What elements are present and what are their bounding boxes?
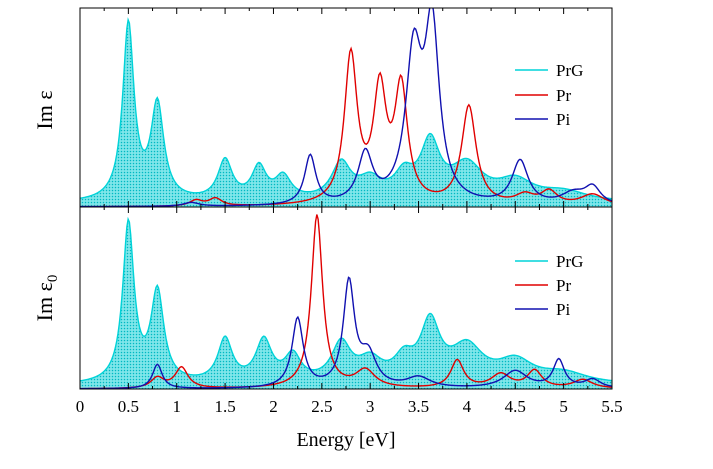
top-prg-area	[80, 19, 612, 207]
bottom-ylabel-sub: 0	[45, 275, 61, 283]
panel-top: Im ε PrG Pr Pi	[32, 7, 613, 208]
bottom-pr-line	[80, 214, 612, 389]
bottom-legend-label-pi: Pi	[556, 300, 570, 319]
x-tick-label: 3.5	[408, 397, 429, 416]
top-ylabel-main: Im ε	[32, 90, 57, 129]
x-tick-label: 5.5	[601, 397, 622, 416]
bottom-legend-label-prg: PrG	[556, 252, 583, 271]
bottom-ticks	[79, 207, 613, 389]
x-tick-label: 2.5	[311, 397, 332, 416]
x-tick-label: 5	[559, 397, 568, 416]
bottom-prg-line	[80, 216, 612, 382]
panel-bottom: Im ε0 PrG Pr Pi	[32, 206, 613, 390]
bottom-pi-line	[80, 276, 612, 389]
top-legend: PrG Pr Pi	[515, 61, 583, 129]
top-ylabel: Im ε	[32, 90, 57, 129]
top-ticks	[79, 8, 613, 207]
top-legend-label-pr: Pr	[556, 86, 571, 105]
x-tick-label: 4	[463, 397, 472, 416]
top-legend-label-pi: Pi	[556, 110, 570, 129]
top-pi-line	[80, 8, 612, 207]
top-prg-line	[80, 17, 612, 200]
x-tick-label: 0	[76, 397, 85, 416]
x-tick-label: 1	[172, 397, 181, 416]
bottom-prg-area	[80, 219, 612, 389]
x-axis-label: Energy [eV]	[296, 429, 395, 451]
bottom-ylabel: Im ε0	[32, 275, 61, 322]
bottom-legend: PrG Pr Pi	[515, 252, 583, 319]
x-tick-label: 0.5	[118, 397, 139, 416]
top-legend-label-prg: PrG	[556, 61, 583, 80]
x-tick-label: 4.5	[505, 397, 526, 416]
bottom-ylabel-main: Im ε	[32, 282, 57, 321]
x-tick-label: 3	[366, 397, 375, 416]
bottom-legend-label-pr: Pr	[556, 276, 571, 295]
x-tick-label: 1.5	[214, 397, 235, 416]
x-tick-labels: 0 0.5 1 1.5 2 2.5 3 3.5 4 4.5 5 5.5	[76, 397, 623, 416]
x-tick-label: 2	[269, 397, 278, 416]
